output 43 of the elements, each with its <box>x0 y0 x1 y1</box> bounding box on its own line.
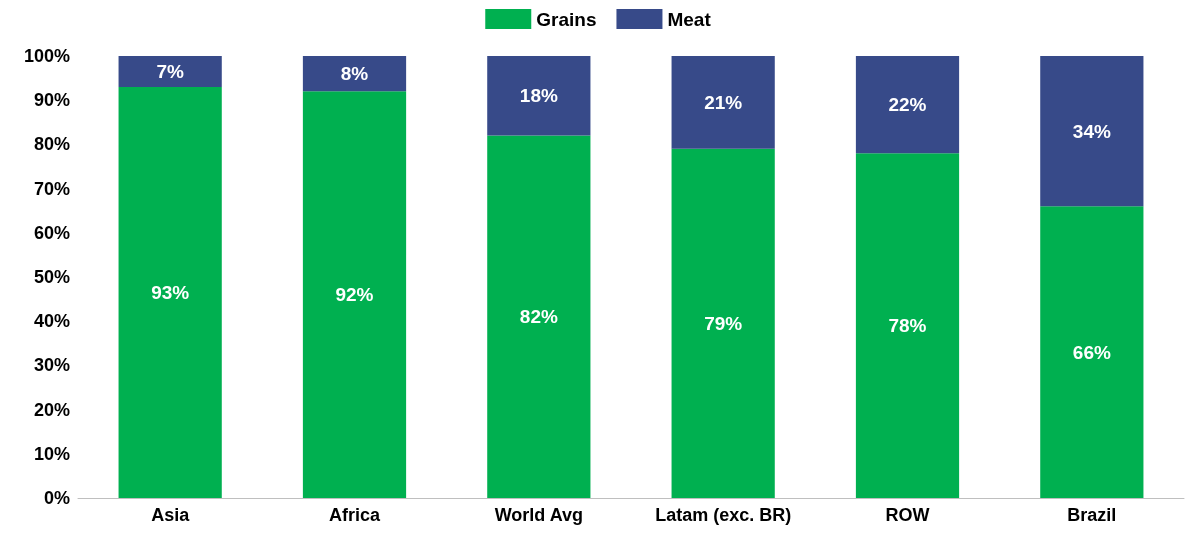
y-tick-label: 100% <box>23 46 70 66</box>
y-tick-label: 20% <box>33 399 70 420</box>
y-tick-label: 80% <box>33 134 70 155</box>
data-label: 34% <box>1072 120 1111 142</box>
bar <box>487 56 591 136</box>
x-tick-label: Asia <box>151 505 191 525</box>
data-label: 82% <box>519 306 558 328</box>
bar <box>1040 206 1144 498</box>
y-tick-label: 70% <box>33 178 70 199</box>
x-tick-label: ROW <box>885 505 930 525</box>
data-label: 78% <box>888 315 927 337</box>
y-tick-label: 60% <box>33 222 70 243</box>
x-tick-label: Latam (exc. BR) <box>655 505 792 525</box>
data-label: 66% <box>1072 341 1111 363</box>
bar <box>1040 56 1144 207</box>
legend-label: Grains <box>536 8 597 30</box>
bar <box>855 153 960 498</box>
bar <box>118 86 222 498</box>
data-label: 79% <box>704 312 743 334</box>
x-tick-label: Brazil <box>1067 505 1117 525</box>
data-label: 8% <box>340 63 369 85</box>
y-tick-label: 10% <box>33 443 70 464</box>
bar <box>855 56 960 154</box>
y-tick-label: 50% <box>33 267 70 287</box>
data-label: 7% <box>156 60 184 82</box>
bar <box>118 56 222 87</box>
x-tick-label: Africa <box>328 505 381 525</box>
data-label: 93% <box>151 281 190 303</box>
data-label: 18% <box>519 85 558 107</box>
y-tick-label: 40% <box>33 311 70 332</box>
bar <box>671 56 775 149</box>
data-label: 92% <box>335 284 374 306</box>
bar <box>302 56 407 92</box>
y-tick-label: 90% <box>33 90 70 111</box>
data-label: 21% <box>704 91 743 113</box>
bar <box>671 148 775 498</box>
data-label: 22% <box>888 94 927 116</box>
y-tick-label: 30% <box>33 355 70 376</box>
bar <box>302 91 407 498</box>
x-tick-label: World Avg <box>494 505 584 525</box>
y-tick-label: 0% <box>43 488 70 508</box>
bar <box>487 135 591 498</box>
legend-label: Meat <box>667 8 712 30</box>
